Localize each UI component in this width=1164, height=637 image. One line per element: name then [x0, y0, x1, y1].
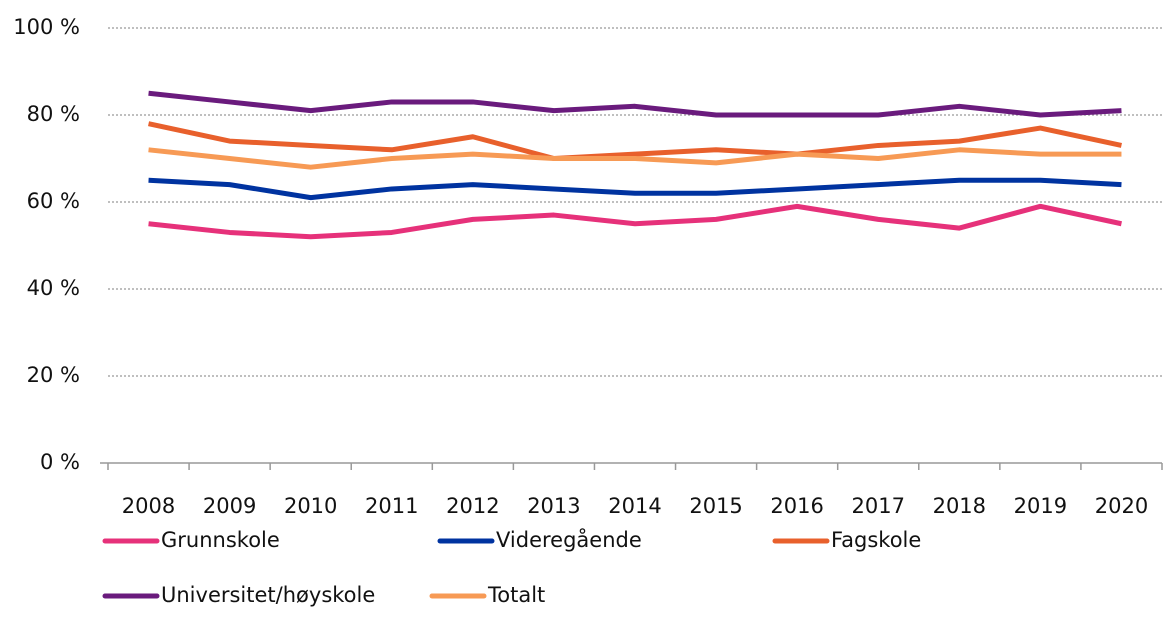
series-line — [148, 121, 1122, 161]
series-line — [148, 177, 1122, 201]
legend-label: Totalt — [487, 583, 545, 607]
y-tick-label: 100 % — [13, 15, 80, 39]
x-tick-label: 2012 — [446, 494, 499, 518]
legend-label: Universitet/høyskole — [161, 583, 375, 607]
x-tick-label: 2011 — [365, 494, 418, 518]
y-tick-label: 80 % — [27, 102, 80, 126]
x-tick-label: 2010 — [284, 494, 337, 518]
x-tick-label: 2015 — [689, 494, 742, 518]
x-tick-label: 2018 — [933, 494, 986, 518]
x-tick-label: 2019 — [1014, 494, 1067, 518]
x-tick-label: 2014 — [608, 494, 661, 518]
y-tick-label: 40 % — [27, 276, 80, 300]
y-tick-label: 0 % — [40, 450, 80, 474]
x-tick-label: 2008 — [122, 494, 175, 518]
x-tick-label: 2017 — [852, 494, 905, 518]
legend-label: Grunnskole — [161, 528, 280, 552]
x-tick-label: 2016 — [770, 494, 823, 518]
legend-label: Fagskole — [831, 528, 921, 552]
y-tick-label: 60 % — [27, 189, 80, 213]
x-tick-label: 2013 — [527, 494, 580, 518]
y-tick-label: 20 % — [27, 363, 80, 387]
series-line — [148, 203, 1122, 240]
legend-label: Videregående — [496, 527, 642, 552]
series-line — [148, 147, 1122, 170]
x-tick-label: 2009 — [203, 494, 256, 518]
x-tick-label: 2020 — [1095, 494, 1148, 518]
series-line — [148, 90, 1122, 118]
